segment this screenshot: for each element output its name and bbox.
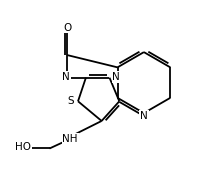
Text: N: N <box>140 111 148 121</box>
Text: NH: NH <box>62 134 78 144</box>
Text: N: N <box>112 72 120 82</box>
Text: HO: HO <box>15 142 31 152</box>
Text: O: O <box>63 22 71 33</box>
Text: S: S <box>68 96 74 106</box>
Text: N: N <box>62 72 70 82</box>
